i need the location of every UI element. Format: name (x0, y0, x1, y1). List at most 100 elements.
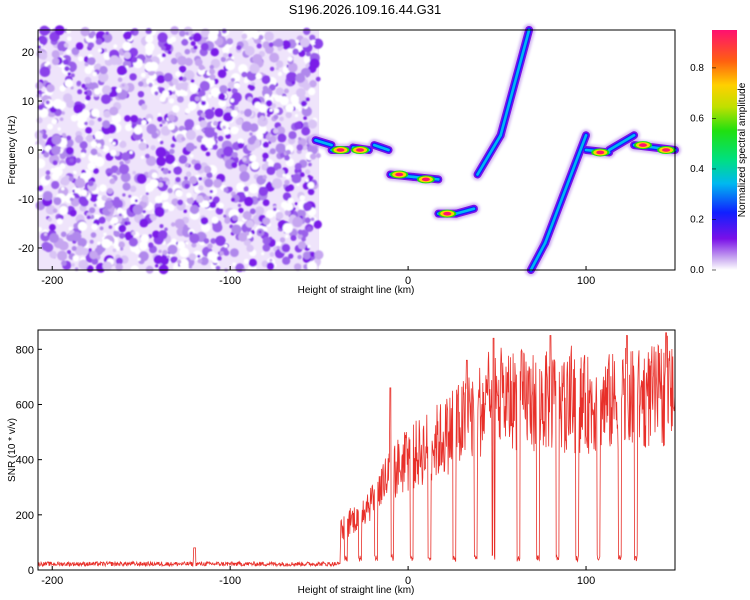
noise-blob (80, 27, 90, 37)
spectrogram-y-axis-label: Frequency (Hz) (7, 116, 18, 185)
noise-blob (167, 123, 175, 131)
noise-blob (50, 168, 56, 173)
noise-blob (242, 157, 247, 162)
noise-blob (89, 207, 96, 214)
noise-blob (65, 138, 74, 148)
noise-blob (100, 145, 104, 150)
noise-blob (291, 96, 300, 105)
noise-blob (119, 232, 125, 239)
noise-blob (296, 88, 306, 98)
noise-blob (238, 232, 248, 242)
noise-blob (261, 252, 265, 256)
noise-blob (274, 93, 283, 102)
noise-blob (190, 154, 194, 158)
noise-blob (269, 135, 277, 143)
noise-blob (167, 204, 175, 212)
noise-blob (306, 226, 312, 232)
noise-blob (192, 32, 202, 42)
noise-blob (194, 163, 202, 171)
noise-blob (205, 151, 211, 157)
noise-blob (175, 189, 183, 198)
noise-blob (189, 233, 200, 244)
noise-blob (59, 206, 68, 215)
spectrogram-y-ticks: -20 -10 0 10 20 (18, 47, 42, 255)
noise-blob (102, 120, 111, 129)
noise-blob (41, 241, 51, 251)
noise-blob (183, 91, 188, 97)
noise-blob (162, 249, 168, 256)
noise-blob (299, 206, 303, 210)
noise-blob (103, 232, 107, 236)
noise-blob (249, 154, 257, 162)
noise-blob (310, 251, 316, 257)
noise-blob (284, 209, 291, 216)
noise-blob (122, 41, 132, 51)
noise-blob (39, 36, 48, 45)
noise-blob (84, 121, 88, 126)
noise-blob (197, 254, 201, 258)
noise-blob (89, 239, 94, 244)
snr-y-tick-label: 800 (16, 344, 34, 356)
noise-blob (184, 48, 191, 55)
spectral-peak (638, 143, 647, 147)
noise-blob (77, 237, 87, 248)
noise-blob (198, 89, 206, 97)
noise-blob (170, 256, 177, 263)
noise-blob (118, 164, 130, 175)
noise-blob (301, 126, 311, 136)
noise-blob (70, 114, 78, 122)
noise-blob (49, 233, 59, 243)
noise-blob (85, 89, 93, 97)
noise-blob (300, 37, 310, 48)
noise-blob (85, 126, 92, 134)
noise-blob (125, 123, 133, 132)
noise-blob (86, 215, 91, 220)
noise-blob (262, 174, 267, 180)
noise-blob (203, 238, 210, 244)
noise-blob (294, 162, 302, 171)
noise-blob (202, 200, 210, 208)
noise-blob (210, 238, 217, 244)
noise-blob (209, 187, 218, 196)
noise-blob (209, 74, 216, 81)
noise-blob (279, 152, 285, 158)
noise-blob (137, 91, 145, 98)
noise-blob (145, 48, 153, 56)
noise-blob (60, 176, 70, 186)
noise-blob (131, 231, 136, 236)
noise-blob (171, 238, 177, 244)
noise-blob (274, 108, 280, 114)
noise-blob (66, 250, 72, 255)
noise-blob (56, 218, 63, 225)
noise-blob (121, 83, 125, 87)
noise-blob (87, 180, 94, 187)
noise-blob (305, 97, 310, 102)
noise-blob (275, 67, 279, 71)
noise-blob (261, 260, 269, 268)
noise-blob (78, 259, 89, 270)
noise-blob (109, 106, 119, 116)
noise-blob (262, 85, 269, 92)
noise-blob (231, 162, 238, 168)
noise-blob (138, 142, 147, 151)
noise-blob (66, 49, 71, 55)
signal-segment (499, 28, 531, 137)
noise-blob (70, 73, 75, 78)
noise-blob (265, 209, 275, 219)
noise-blob (201, 96, 207, 101)
noise-blob (87, 57, 96, 66)
noise-blob (247, 137, 256, 145)
noise-blob (218, 99, 227, 108)
noise-blob (184, 57, 193, 66)
noise-blob (38, 108, 49, 118)
noise-blob (210, 87, 221, 98)
noise-blob (238, 64, 248, 74)
noise-blob (202, 66, 206, 70)
noise-blob (281, 40, 291, 50)
noise-blob (211, 107, 215, 111)
spectrogram-y-tick-label: 10 (22, 96, 34, 108)
noise-blob (164, 227, 168, 232)
noise-blob (307, 261, 317, 272)
noise-blob (84, 91, 88, 95)
noise-blob (287, 197, 294, 204)
